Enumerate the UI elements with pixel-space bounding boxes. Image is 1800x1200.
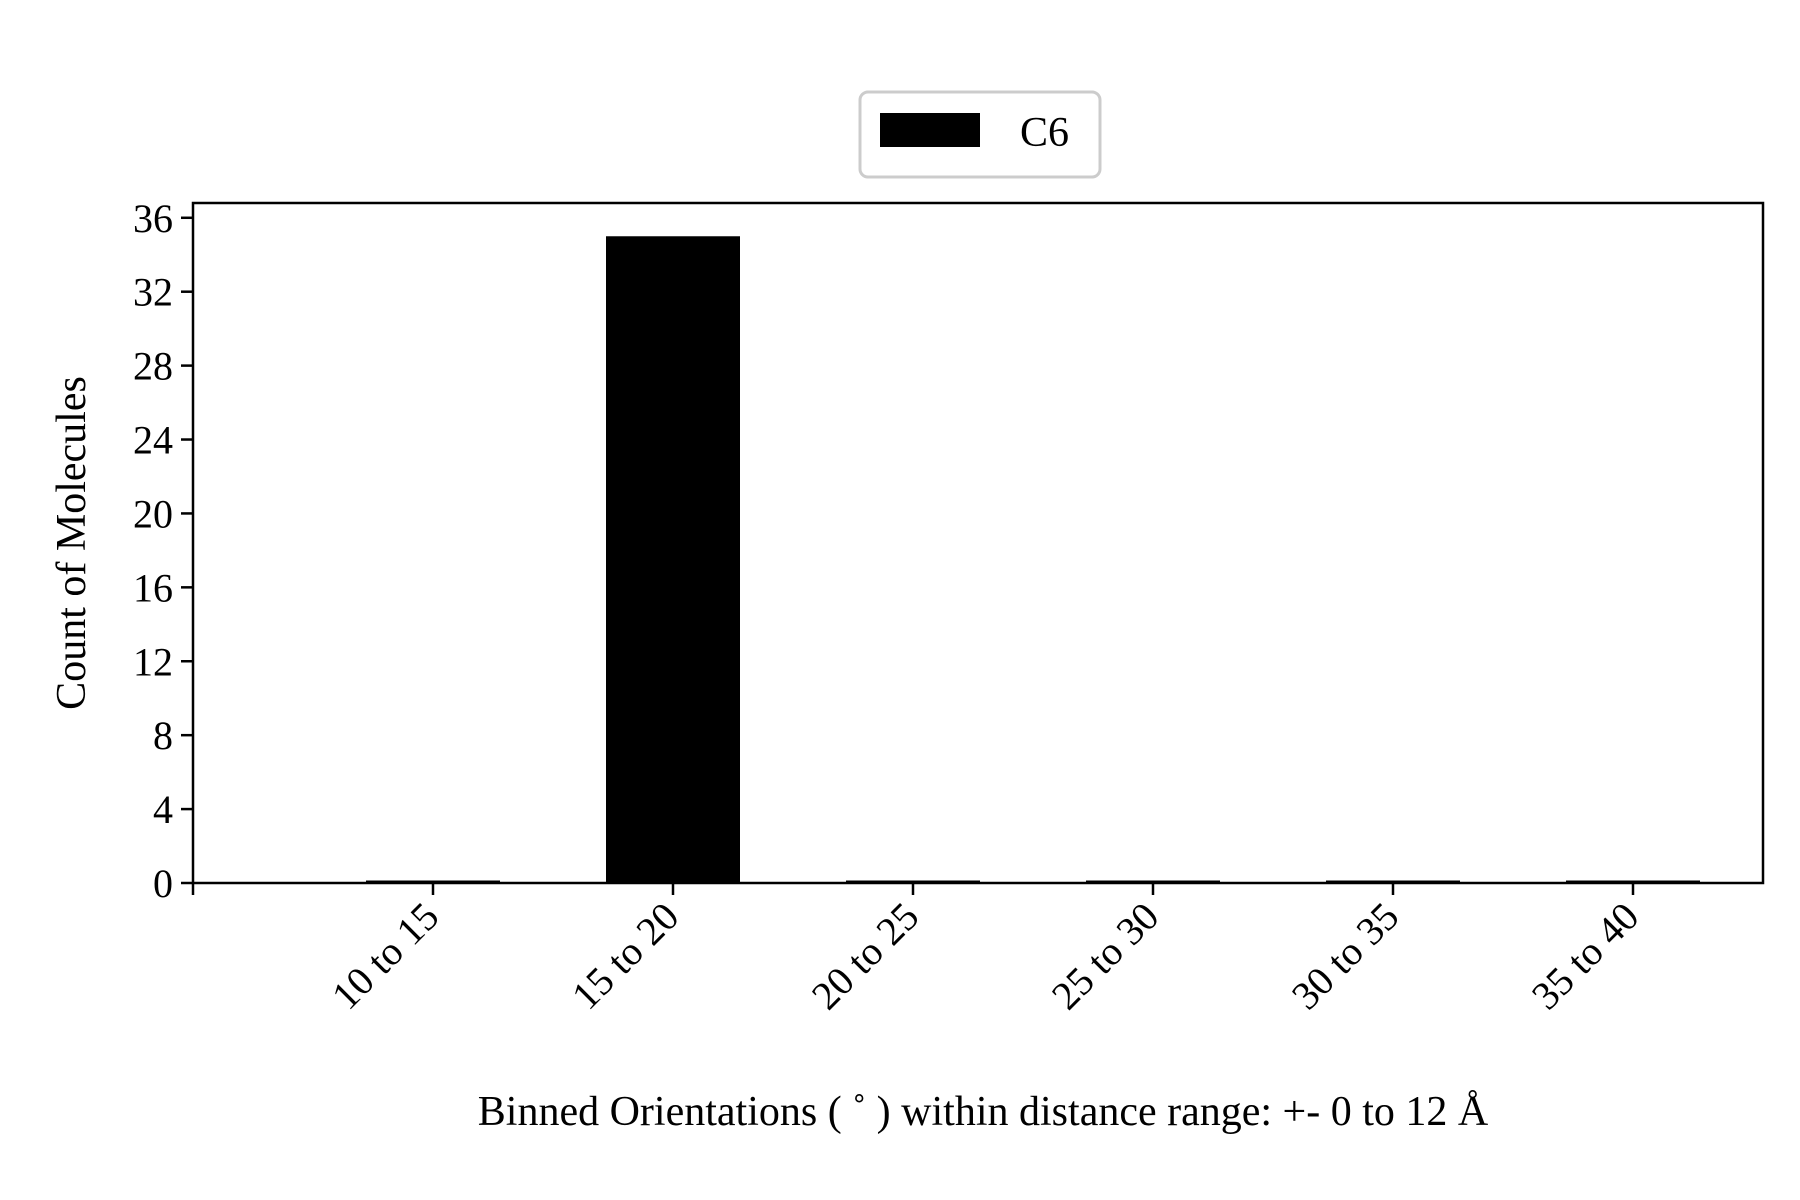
y-tick-label: 12 bbox=[133, 639, 173, 684]
legend-swatch-c6 bbox=[880, 113, 980, 147]
plot-area bbox=[191, 201, 1765, 885]
bar bbox=[1326, 880, 1460, 883]
bar bbox=[606, 236, 740, 883]
x-tick-label: 20 to 25 bbox=[803, 894, 928, 1019]
x-tick-label: 15 to 20 bbox=[563, 894, 688, 1019]
x-tick-label: 25 to 30 bbox=[1043, 894, 1168, 1019]
x-axis-ticks: 10 to 15 15 to 20 20 to 25 25 to 30 30 to 35… bbox=[191, 883, 1648, 1019]
y-tick-label: 24 bbox=[133, 418, 173, 463]
x-tick-label: 30 to 35 bbox=[1283, 894, 1408, 1019]
y-tick-label: 28 bbox=[133, 344, 173, 389]
x-axis-label: Binned Orientations ( ˚ ) within distanc… bbox=[478, 1089, 1489, 1135]
y-axis-ticks: 0 4 8 12 16 20 24 28 32 36 bbox=[133, 196, 193, 906]
bar bbox=[846, 880, 980, 883]
bar bbox=[1566, 880, 1700, 883]
legend-label-c6: C6 bbox=[1020, 110, 1069, 156]
y-tick-label: 8 bbox=[153, 713, 173, 758]
y-tick-label: 0 bbox=[153, 861, 173, 906]
y-tick-label: 4 bbox=[153, 787, 173, 832]
x-tick-label: 10 to 15 bbox=[323, 894, 448, 1019]
y-tick-label: 36 bbox=[133, 196, 173, 241]
y-tick-label: 32 bbox=[133, 270, 173, 315]
bar bbox=[1086, 880, 1220, 883]
bars-group bbox=[366, 236, 1700, 883]
x-tick-label: 35 to 40 bbox=[1523, 894, 1648, 1019]
y-axis-label: Count of Molecules bbox=[49, 376, 95, 710]
legend: C6 bbox=[858, 90, 1102, 179]
bar bbox=[366, 880, 500, 883]
y-tick-label: 16 bbox=[133, 565, 173, 610]
y-tick-label: 20 bbox=[133, 491, 173, 536]
